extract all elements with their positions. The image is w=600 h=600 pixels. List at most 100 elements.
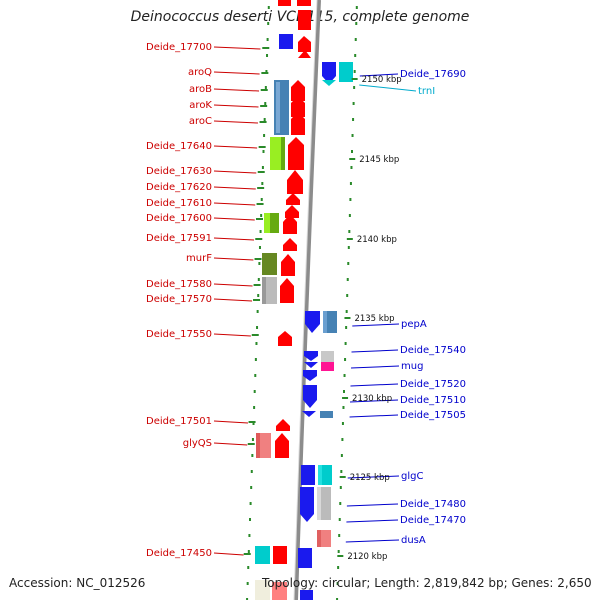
track-dash: [338, 534, 341, 537]
left-gene-label[interactable]: Deide_17640: [146, 141, 212, 152]
right-gene-label[interactable]: Deide_17505: [400, 410, 466, 421]
right-gene-label[interactable]: trnI: [418, 86, 435, 97]
left-gene-label[interactable]: murF: [186, 253, 212, 264]
track-dash: [254, 358, 257, 361]
track-dash: [261, 166, 264, 169]
gene-arrow: [278, 331, 292, 346]
leader-line: [346, 519, 399, 523]
track-tick: [257, 187, 265, 189]
track-tick: [255, 238, 263, 240]
right-gene-label[interactable]: Deide_17510: [400, 395, 466, 406]
track-tick: [256, 218, 264, 220]
track-dash: [246, 582, 249, 585]
gene-block: [262, 253, 277, 275]
right-gene-label[interactable]: Deide_17690: [400, 69, 466, 80]
gene-arrow: [288, 137, 304, 170]
track-tick: [253, 299, 261, 301]
track-dash: [348, 230, 351, 233]
track-dash: [264, 86, 267, 89]
track-dash: [354, 38, 357, 41]
gene-arrow: [300, 487, 314, 522]
leader-line: [213, 217, 255, 221]
track-dash: [340, 470, 343, 473]
track-dash: [267, 22, 270, 25]
track-dash: [253, 390, 256, 393]
left-gene-label[interactable]: Deide_17600: [146, 213, 212, 224]
leader-line: [349, 414, 399, 418]
gene-block: [321, 351, 334, 362]
track-dash: [252, 422, 255, 425]
gene-block: [279, 34, 293, 49]
leader-line: [359, 73, 399, 77]
right-gene-label[interactable]: Deide_17470: [400, 515, 466, 526]
right-gene-features: [298, 62, 353, 600]
leader-line: [345, 539, 400, 543]
track-dash: [349, 182, 352, 185]
left-gene-label[interactable]: Deide_17570: [146, 294, 212, 305]
left-gene-label[interactable]: Deide_17620: [146, 182, 212, 193]
gene-arrow: [298, 50, 311, 58]
track-dash: [347, 246, 350, 249]
leader-line: [213, 552, 244, 556]
gene-arrow: [275, 433, 289, 458]
gene-arrow: [285, 205, 299, 218]
track-dash: [351, 134, 354, 137]
scale-tick: [351, 78, 358, 80]
right-gene-label[interactable]: pepA: [401, 319, 427, 330]
left-gene-label[interactable]: aroC: [189, 116, 212, 127]
left-gene-label[interactable]: aroK: [189, 100, 212, 111]
gene-arrow: [298, 36, 311, 52]
track-dash: [349, 198, 352, 201]
track-tick: [243, 553, 251, 555]
gene-block: [255, 546, 270, 564]
left-gene-label[interactable]: glyQS: [183, 438, 212, 449]
right-gene-label[interactable]: dusA: [401, 535, 426, 546]
gene-block: [318, 465, 322, 485]
left-gene-label[interactable]: Deide_17610: [146, 198, 212, 209]
scale-label: 2130 kbp: [352, 394, 392, 404]
right-gene-label[interactable]: mug: [401, 361, 423, 372]
gene-block: [256, 433, 260, 458]
track-tick: [251, 334, 259, 336]
left-gene-label[interactable]: aroQ: [188, 67, 212, 78]
gene-block: [301, 465, 315, 485]
right-gene-label[interactable]: Deide_17520: [400, 379, 466, 390]
scale-label: 2120 kbp: [347, 552, 387, 562]
right-gene-label[interactable]: Deide_17540: [400, 345, 466, 356]
leader-line: [213, 202, 256, 206]
track-dash: [257, 294, 260, 297]
accession-text: Accession: NC_012526: [9, 576, 146, 590]
gene-arrow: [322, 80, 336, 86]
track-dash: [344, 342, 347, 345]
track-dash: [257, 278, 260, 281]
track-tick: [262, 47, 270, 49]
left-gene-label[interactable]: Deide_17580: [146, 279, 212, 290]
track-dash: [261, 182, 264, 185]
left-gene-label[interactable]: Deide_17501: [146, 416, 212, 427]
scale-tick: [339, 476, 346, 478]
right-gene-label[interactable]: Deide_17480: [400, 499, 466, 510]
track-dash: [256, 326, 259, 329]
topology-text: Topology: circular; Length: 2,819,842 bp…: [262, 576, 592, 590]
track-dash: [253, 406, 256, 409]
left-gene-label[interactable]: Deide_17630: [146, 166, 212, 177]
left-gene-label[interactable]: aroB: [189, 84, 212, 95]
gene-block: [262, 277, 266, 304]
track-dash: [338, 518, 341, 521]
track-dash: [258, 262, 261, 265]
track-dash: [263, 118, 266, 121]
leader-line: [350, 365, 400, 369]
track-dash: [355, 22, 358, 25]
track-dash: [250, 470, 253, 473]
track-dash: [348, 214, 351, 217]
left-gene-label[interactable]: Deide_17700: [146, 42, 212, 53]
left-gene-label[interactable]: Deide_17450: [146, 548, 212, 559]
left-gene-label[interactable]: Deide_17591: [146, 233, 212, 244]
track-dash: [346, 294, 349, 297]
left-gene-label[interactable]: Deide_17550: [146, 329, 212, 340]
gene-block: [323, 311, 327, 333]
left-gene-labels: Deide_17700 aroQ aroB aroK aroC Deide_17640 De…: [146, 42, 261, 559]
track-dash: [263, 134, 266, 137]
right-gene-label[interactable]: glgC: [401, 471, 423, 482]
